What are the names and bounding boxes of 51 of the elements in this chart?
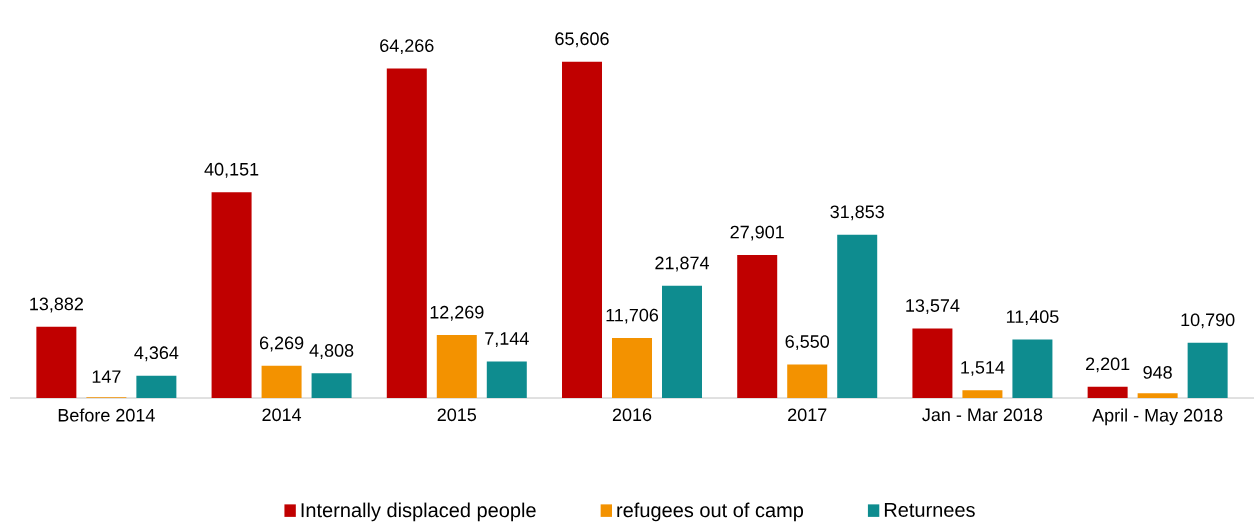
data-label: 4,364 [134, 346, 179, 362]
data-label: 13,574 [906, 299, 960, 314]
data-label: 21,874 [655, 256, 709, 272]
x-tick-label: 2015 [437, 408, 477, 422]
bar [36, 326, 77, 399]
bar [562, 61, 603, 399]
bar [1137, 393, 1178, 399]
data-label: 7,144 [485, 332, 529, 347]
data-label: 948 [1143, 365, 1172, 379]
data-label: 13,882 [30, 297, 83, 313]
data-label: 6,550 [785, 335, 830, 351]
data-label: 147 [92, 370, 121, 383]
bar [1012, 339, 1053, 399]
bar [912, 328, 953, 399]
bar [787, 364, 828, 399]
bar [136, 375, 177, 399]
bar [1087, 386, 1128, 399]
bar [612, 337, 652, 399]
data-label: 1,514 [961, 361, 1005, 376]
bar [737, 254, 778, 399]
x-tick-label: Before 2014 [58, 408, 155, 422]
data-label: 4,808 [309, 344, 354, 359]
bar [311, 373, 352, 399]
data-label: 11,405 [1006, 310, 1059, 326]
bar [386, 68, 427, 399]
x-tick-label: 2017 [788, 408, 827, 422]
data-label: 2,201 [1086, 357, 1130, 373]
x-tick-label: 2014 [262, 408, 302, 422]
legend-label: Returnees [884, 502, 975, 517]
data-label: 10,790 [1181, 313, 1235, 329]
legend-label: Internally displaced people [301, 502, 536, 522]
data-label: 65,606 [555, 32, 609, 48]
data-label: 11,706 [606, 308, 659, 324]
data-label: 6,269 [259, 336, 304, 352]
bar [962, 390, 1003, 399]
data-label: 12,269 [430, 305, 484, 321]
legend-label: refugees out of camp [617, 502, 804, 522]
data-label: 40,151 [204, 162, 259, 178]
data-label: 31,853 [830, 205, 884, 221]
x-tick-label: April - May 2018 [1092, 408, 1223, 426]
bar [211, 192, 252, 399]
bar [662, 285, 702, 399]
bar [436, 335, 477, 399]
x-tick-label: Jan - Mar 2018 [922, 408, 1043, 422]
bar [1187, 342, 1228, 399]
data-label: 64,266 [380, 39, 434, 55]
x-tick-label: 2016 [612, 408, 652, 422]
data-label: 27,901 [730, 225, 784, 241]
bar [261, 365, 302, 399]
bar [837, 234, 878, 399]
bar [486, 361, 527, 399]
